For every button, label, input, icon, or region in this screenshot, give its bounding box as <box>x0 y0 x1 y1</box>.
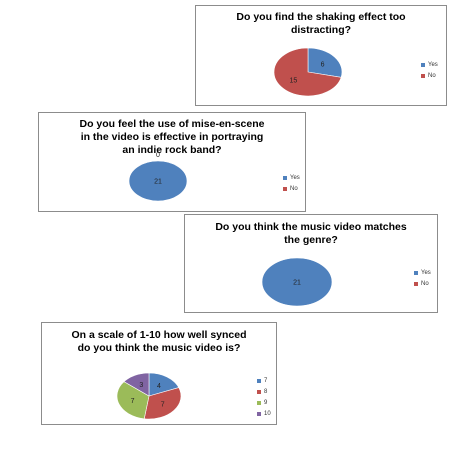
chart-panel-genre: Do you think the music video matches the… <box>184 214 438 313</box>
legend-item: 9 <box>257 398 271 408</box>
chart-title: Do you find the shaking effect too distr… <box>236 11 406 36</box>
pie-data-label: 3 <box>139 382 143 389</box>
pie-data-label: 6 <box>321 61 325 68</box>
legend-item: Yes <box>414 268 431 278</box>
legend-label: No <box>290 186 298 192</box>
chart-legend: 7 8 9 10 <box>257 376 271 420</box>
legend-swatch <box>257 390 261 394</box>
legend-swatch <box>257 412 261 416</box>
chart-legend: Yes No <box>283 173 300 195</box>
pie-slice-yes <box>261 257 333 307</box>
pie-data-label: 21 <box>154 179 162 186</box>
legend-item: No <box>421 71 438 81</box>
legend-label: 7 <box>264 378 268 384</box>
legend-label: Yes <box>421 270 431 276</box>
pie-slice-9 <box>116 381 150 420</box>
legend-swatch <box>421 63 425 67</box>
chart-panel-sync: On a scale of 1-10 how well synced do yo… <box>41 322 277 425</box>
legend-swatch <box>414 271 418 275</box>
legend-label: No <box>428 73 436 79</box>
legend-item: Yes <box>421 60 438 70</box>
pie-chart-svg: 21 <box>261 257 333 307</box>
legend-swatch <box>283 176 287 180</box>
legend-item: No <box>283 184 300 194</box>
legend-label: 10 <box>264 411 271 417</box>
pie-data-label: 7 <box>131 398 135 405</box>
legend-item: Yes <box>283 173 300 183</box>
legend-item: 7 <box>257 376 271 386</box>
chart-legend: Yes No <box>421 60 438 82</box>
legend-swatch <box>257 379 261 383</box>
legend-item: No <box>414 279 431 289</box>
pie-slice-no <box>273 47 342 97</box>
legend-label: 8 <box>264 389 268 395</box>
chart-panel-mise-en-scene: Do you feel the use of mise-en-scene in … <box>38 112 306 212</box>
pie-data-label: 21 <box>293 280 301 287</box>
legend-swatch <box>283 187 287 191</box>
chart-title: Do you think the music video matches the… <box>215 221 407 246</box>
pie-slice-yes <box>128 160 188 202</box>
legend-label: Yes <box>290 175 300 181</box>
legend-label: 9 <box>264 400 268 406</box>
chart-title: Do you feel the use of mise-en-scene in … <box>79 118 265 156</box>
pie-slice-10 <box>123 372 150 397</box>
chart-title: On a scale of 1-10 how well synced do yo… <box>71 329 247 354</box>
pie-data-label: 15 <box>289 78 297 85</box>
pie-chart-svg: 4 7 7 3 <box>116 372 182 420</box>
pie-slice-8 <box>143 387 182 420</box>
chart-panel-shaking: Do you find the shaking effect too distr… <box>195 5 447 106</box>
pie-slice-yes <box>307 47 343 78</box>
pie-slice-7 <box>148 372 180 397</box>
legend-swatch <box>414 282 418 286</box>
pie-data-label: 7 <box>161 401 165 408</box>
pie-chart-svg: 21 0 <box>128 152 188 202</box>
pie-chart-svg: 6 15 <box>273 47 343 97</box>
legend-swatch <box>421 74 425 78</box>
chart-legend: Yes No <box>414 268 431 290</box>
legend-item: 10 <box>257 409 271 419</box>
legend-swatch <box>257 401 261 405</box>
pie-data-label: 4 <box>157 383 161 390</box>
legend-item: 8 <box>257 387 271 397</box>
legend-label: No <box>421 281 429 287</box>
pie-data-label: 0 <box>156 152 160 159</box>
legend-label: Yes <box>428 62 438 68</box>
